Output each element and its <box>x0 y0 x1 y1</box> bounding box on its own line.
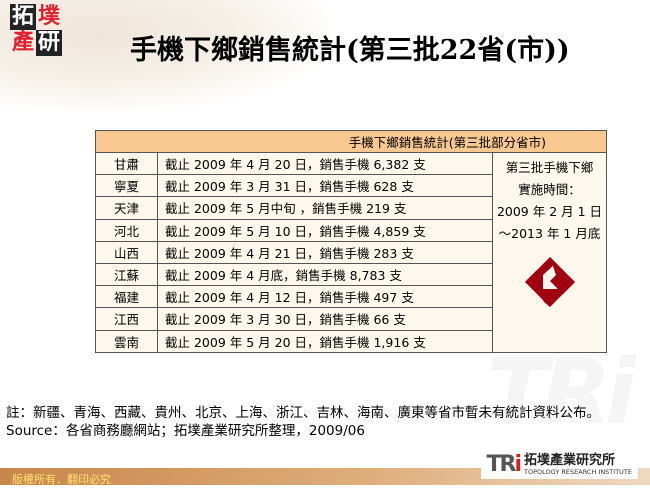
detail-cell: 截止 2009 年 4 月底，銷售手機 8,783 支 <box>157 262 493 287</box>
table-row: 江西 截止 2009 年 3 月 30 日，銷售手機 66 支 <box>95 307 607 331</box>
note-text: 註：新疆、青海、西藏、貴州、北京、上海、浙江、吉林、海南、廣東等省市暫未有統計資… <box>6 405 600 421</box>
tri-english-name: TOPOLOGY RESEARCH INSTITUTE <box>524 467 632 476</box>
province-cell: 福建 <box>95 285 158 309</box>
tri-chinese-name: 拓墣產業研究所 <box>524 452 616 468</box>
detail-cell: 截止 2009 年 5 月 20 日，銷售手機 1,916 支 <box>157 329 493 353</box>
emblem-icon <box>523 255 577 309</box>
period-line: 實施時間： <box>518 182 581 197</box>
table-row: 河北 截止 2009 年 5 月 10 日，銷售手機 4,859 支 <box>95 218 607 242</box>
detail-cell: 截止 2009 年 3 月 30 日，銷售手機 66 支 <box>157 307 493 331</box>
sales-table: 手機下鄉銷售統計(第三批部分省市) 甘肅 截止 2009 年 4 月 20 日，銷… <box>95 130 607 353</box>
province-cell: 寧夏 <box>95 174 158 198</box>
logo-char: 產 <box>11 30 34 55</box>
detail-cell: 截止 2009 年 4 月 21 日，銷售手機 283 支 <box>157 240 493 264</box>
implementation-period-cell: 第三批手機下鄉 實施時間： 2009 年 2 月 1 日 ～2013 年 1 月底 <box>492 152 607 353</box>
province-cell: 江蘇 <box>95 262 158 287</box>
table-row: 天津 截止 2009 年 5 月中旬 ，銷售手機 219 支 <box>95 196 607 220</box>
province-cell: 甘肅 <box>95 151 158 176</box>
province-cell: 山西 <box>95 240 158 264</box>
source-text: Source：各省商務廳網站；拓墣產業研究所整理，2009/06 <box>6 423 365 439</box>
tri-corner-logo: 拓 墣 產 研 <box>10 4 62 56</box>
table-row: 山西 截止 2009 年 4 月 21 日，銷售手機 283 支 <box>95 240 607 264</box>
watermark: TRi <box>486 340 636 445</box>
page-title: 手機下鄉銷售統計(第三批22省(市)) <box>130 35 570 66</box>
logo-char: 研 <box>36 30 62 56</box>
tri-logo: TRi 拓墣產業研究所 TOPOLOGY RESEARCH INSTITUTE <box>480 450 638 479</box>
period-line: 第三批手機下鄉 <box>505 160 594 175</box>
table-row: 甘肅 截止 2009 年 4 月 20 日，銷售手機 6,382 支第三批手機下鄉… <box>95 151 607 353</box>
detail-cell: 截止 2009 年 5 月 10 日，銷售手機 4,859 支 <box>157 218 493 242</box>
detail-cell: 截止 2009 年 3 月 31 日，銷售手機 628 支 <box>157 174 493 198</box>
period-line: ～2013 年 1 月底 <box>498 226 601 241</box>
province-cell: 江西 <box>95 307 158 331</box>
province-cell: 雲南 <box>95 329 158 353</box>
period-line: 2009 年 2 月 1 日 <box>496 204 603 219</box>
logo-char: 墣 <box>37 4 60 29</box>
detail-cell: 截止 2009 年 4 月 20 日，銷售手機 6,382 支 <box>157 151 493 176</box>
table-row: 雲南 截止 2009 年 5 月 20 日，銷售手機 1,916 支 <box>95 329 607 353</box>
detail-cell: 截止 2009 年 4 月 12 日，銷售手機 497 支 <box>157 285 493 309</box>
table-row: 江蘇 截止 2009 年 4 月底，銷售手機 8,783 支 <box>95 262 607 287</box>
province-cell: 河北 <box>95 218 158 242</box>
table-row: 福建 截止 2009 年 4 月 12 日，銷售手機 497 支 <box>95 285 607 309</box>
tri-mark: TRi <box>486 452 522 477</box>
detail-cell: 截止 2009 年 5 月中旬 ，銷售手機 219 支 <box>157 196 493 220</box>
notes: 註：新疆、青海、西藏、貴州、北京、上海、浙江、吉林、海南、廣東等省市暫未有統計資… <box>6 404 646 440</box>
table-header: 手機下鄉銷售統計(第三批部分省市) <box>95 130 607 153</box>
copyright-text: 版權所有．翻印必究 <box>12 473 111 486</box>
logo-char: 拓 <box>10 4 36 30</box>
province-cell: 天津 <box>95 196 158 220</box>
